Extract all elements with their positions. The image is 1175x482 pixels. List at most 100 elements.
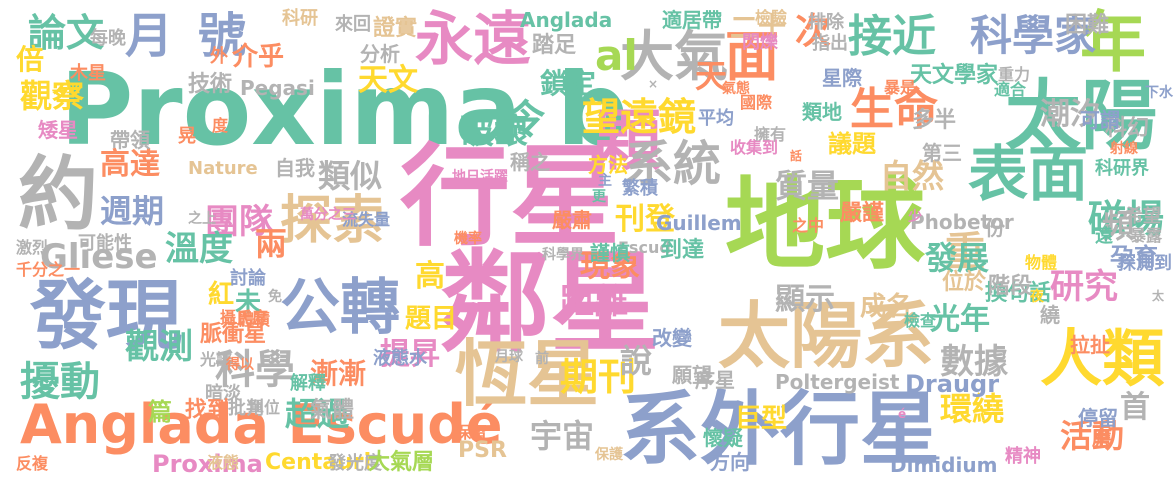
word: 分析 [360,44,400,64]
word: 適居帶 [662,10,722,30]
word: 說 [620,345,652,377]
word: 排除 [808,14,844,32]
word: 前 [535,352,549,366]
word: 多半 [912,110,956,132]
word: 指出 [812,35,848,53]
word: 氣體 [310,400,354,422]
word: 保護 [595,448,623,462]
word: Draugr [905,372,999,396]
word: 液態水 [373,350,427,368]
word: Poltergeist [775,372,899,392]
word: 單位 [248,400,280,416]
word: 之上 [188,212,216,226]
word: 帶領 [110,130,150,150]
word: 更 [592,190,606,204]
word: 之中 [792,218,824,234]
word: 謹慎 [590,243,630,263]
word: 少 [908,210,922,224]
word: 暴露 [1130,228,1162,244]
word: 議題 [828,132,876,156]
word: 應 [1092,428,1112,448]
word: 溫度 [165,232,233,266]
word: 地日活躍 [452,170,508,184]
word: 解釋 [290,375,326,393]
word: 類似 [318,160,382,192]
word: 適合 [994,82,1026,98]
word: 反複 [16,456,48,472]
word: 希望 [1125,208,1161,226]
word: 方法 [588,155,628,175]
word: 討論 [230,270,266,288]
word: 下水 [1145,86,1173,100]
word: 懷疑 [703,428,743,448]
word: 繞 [1040,305,1060,325]
word: 精神 [1005,448,1041,466]
word: 物體 [1025,255,1057,271]
word: 份 [985,218,1005,238]
word: 千分之一 [16,262,80,278]
word: 射線 [1110,142,1138,156]
word: 免 [268,290,282,304]
word: 題目 [405,306,457,332]
word: 研究 [1050,270,1118,304]
word: 機率 [454,232,482,246]
word: 月球 [495,350,523,364]
word: 暴是 [884,80,916,96]
word: 收集到 [730,140,778,156]
word: Nature [188,160,258,178]
word: 願望 [672,365,712,385]
word: 檢驗 [755,10,787,26]
word: Pegasi [240,78,315,98]
word: 約 [18,155,98,235]
word: 改變 [652,328,692,348]
word: 質量 [775,170,839,202]
word: 踏足 [532,35,576,57]
word: 嚴謹 [840,203,884,225]
word: 天文學家 [910,65,998,87]
word: 表面 [968,145,1088,205]
word: 停留 [1078,408,1118,428]
word: 首 [1120,393,1150,423]
word: 找到 [185,400,229,422]
word: 液態 [207,455,239,471]
word: 距離 [560,285,628,319]
word: 氣態 [722,82,750,96]
word: 擾動 [20,362,100,402]
word: Dimidium [890,455,997,475]
word: 一半 [52,85,80,99]
word: 晃 [178,128,196,146]
word: 激烈 [16,240,48,256]
word: 鎖定 [540,70,596,98]
word: 科學界 [542,248,584,262]
word: 令 [505,100,545,140]
word: 外 [210,48,228,66]
word: 主 [598,174,612,188]
word: 探測到 [1118,255,1172,273]
word: Guillem [656,213,742,233]
word: 每晚 [90,30,126,48]
word: 科研界 [1095,160,1149,178]
word: 大氣層 [368,452,434,474]
word: 萬分之三 [300,208,356,222]
word: 保留 [455,425,487,441]
word: 接近 [848,15,936,59]
word: 來回 [335,16,371,34]
word: 體積 [238,312,270,328]
word: 可能性 [78,235,132,253]
word: 木星 [70,65,106,83]
word: 繁積 [622,180,658,198]
word: 科研 [282,10,318,28]
word: 星際 [822,68,862,88]
word: 太 [1152,290,1164,302]
word: é [898,408,906,420]
word: 閃爍 [742,34,778,52]
word: 困難 [1065,15,1109,37]
word: 到達 [660,240,704,262]
word: 自我 [275,158,315,178]
word: 方向 [710,452,750,472]
word: 高 [415,262,445,292]
word: 檢查 [904,313,936,329]
word: Anglada [520,10,612,30]
word: 望遠鏡 [582,98,696,136]
